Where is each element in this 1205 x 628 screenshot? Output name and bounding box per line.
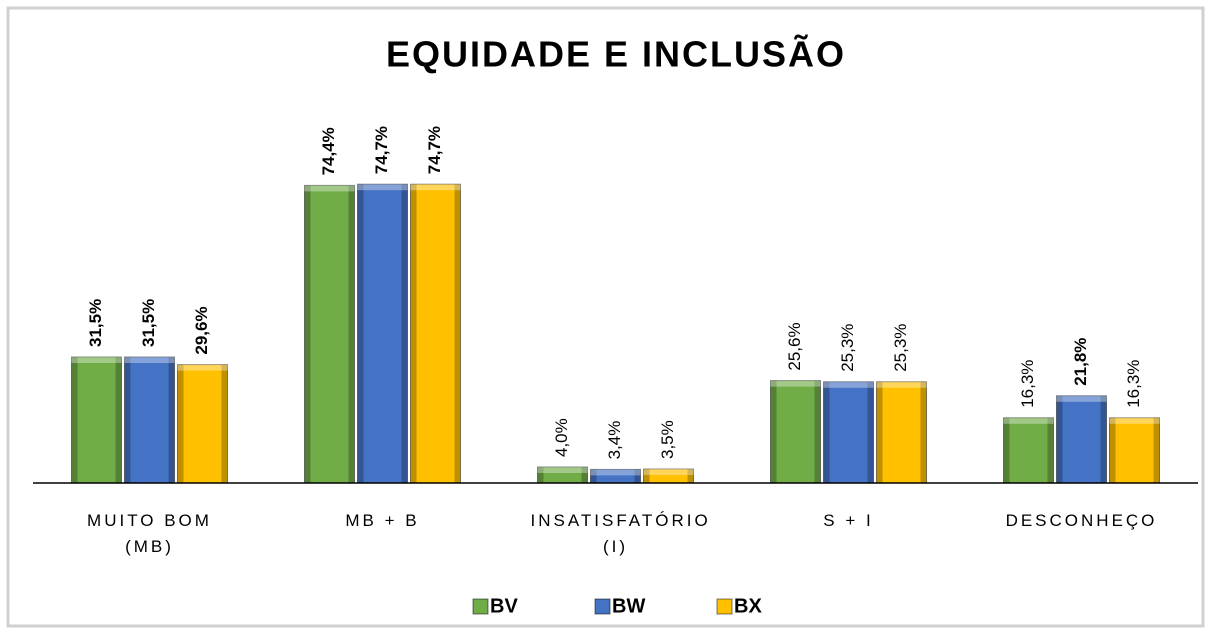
- bar-shade: [454, 184, 461, 483]
- bar: [876, 381, 927, 484]
- bar-shade: [814, 380, 821, 483]
- legend-label: BV: [490, 595, 518, 617]
- legend-swatch: [472, 598, 489, 615]
- bar-shade: [867, 381, 874, 483]
- bar-shade: [357, 184, 364, 483]
- bar-highlight: [304, 185, 355, 192]
- bar-highlight: [643, 469, 694, 475]
- bar: [177, 364, 228, 484]
- legend-swatch: [716, 598, 733, 615]
- bar-shade: [687, 469, 694, 483]
- bar-shade: [304, 185, 311, 483]
- x-tick-label: MB + B: [345, 511, 420, 530]
- data-label: 4,0%: [552, 418, 571, 457]
- legend-label: BX: [734, 595, 762, 617]
- data-label: 25,3%: [838, 324, 857, 372]
- bar-highlight: [537, 467, 588, 473]
- data-label: 74,7%: [372, 126, 391, 174]
- bar-shade: [920, 381, 927, 483]
- bar-shade: [115, 357, 122, 483]
- bar: [1003, 417, 1054, 484]
- bar-shade: [1100, 395, 1107, 483]
- bar-shade: [348, 185, 355, 483]
- bar: [304, 184, 355, 484]
- chart-frame: [6, 6, 1205, 628]
- bar: [410, 183, 461, 484]
- legend-label: BW: [612, 595, 645, 617]
- data-label: 3,4%: [605, 421, 624, 460]
- bar-shade: [590, 469, 597, 483]
- bar-shade: [1047, 417, 1054, 483]
- bar: [357, 183, 408, 484]
- bar-shade: [537, 467, 544, 483]
- data-label: 29,6%: [192, 306, 211, 354]
- bar-highlight: [357, 184, 408, 191]
- chart-title: EQUIDADE E INCLUSÃO: [386, 33, 846, 75]
- data-label: 25,3%: [891, 324, 910, 372]
- bar-highlight: [823, 381, 874, 388]
- data-label: 16,3%: [1124, 360, 1143, 408]
- legend-swatch: [594, 598, 611, 615]
- bar-highlight: [71, 357, 122, 363]
- data-label: 25,6%: [785, 322, 804, 370]
- bar-highlight: [124, 357, 175, 363]
- bar-highlight: [177, 364, 228, 371]
- data-label: 74,7%: [425, 126, 444, 174]
- bar-shade: [1003, 417, 1010, 483]
- bar-shade: [221, 364, 228, 483]
- bar-shade: [634, 469, 641, 483]
- bar: [71, 356, 122, 484]
- bar-shade: [876, 381, 883, 483]
- bar-shade: [643, 469, 650, 483]
- bar: [124, 356, 175, 484]
- bar-highlight: [1109, 417, 1160, 424]
- x-tick-label: MUITO BOM (MB): [87, 511, 212, 556]
- data-label: 3,5%: [658, 420, 677, 459]
- bar-shade: [177, 364, 184, 483]
- bar-shade: [1109, 417, 1116, 483]
- x-tick-label: DESCONHEÇO: [1005, 511, 1158, 530]
- bar: [1109, 417, 1160, 484]
- bar-shade: [168, 357, 175, 483]
- data-label: 16,3%: [1018, 360, 1037, 408]
- x-tick-label: INSATISFATÓRIO (I): [530, 511, 711, 556]
- bar-highlight: [590, 469, 641, 476]
- bar-shade: [823, 381, 830, 483]
- data-label: 31,5%: [139, 299, 158, 347]
- bar-highlight: [1003, 417, 1054, 424]
- x-tick-label: S + I: [823, 511, 874, 530]
- bar-shade: [1056, 395, 1063, 483]
- bar-shade: [770, 380, 777, 483]
- bar-highlight: [770, 380, 821, 387]
- bar-shade: [124, 357, 131, 483]
- bar: [770, 380, 821, 484]
- bar-highlight: [410, 184, 461, 191]
- bar-highlight: [1056, 395, 1107, 402]
- data-label: 21,8%: [1071, 338, 1090, 386]
- bar-shade: [1153, 417, 1160, 483]
- data-label: 31,5%: [86, 299, 105, 347]
- data-label: 74,4%: [319, 127, 338, 175]
- bar-shade: [71, 357, 78, 483]
- bar: [1056, 395, 1107, 484]
- bar-shade: [581, 467, 588, 483]
- bar-highlight: [876, 381, 927, 388]
- bar-shade: [401, 184, 408, 483]
- bar: [823, 381, 874, 484]
- bar-shade: [410, 184, 417, 483]
